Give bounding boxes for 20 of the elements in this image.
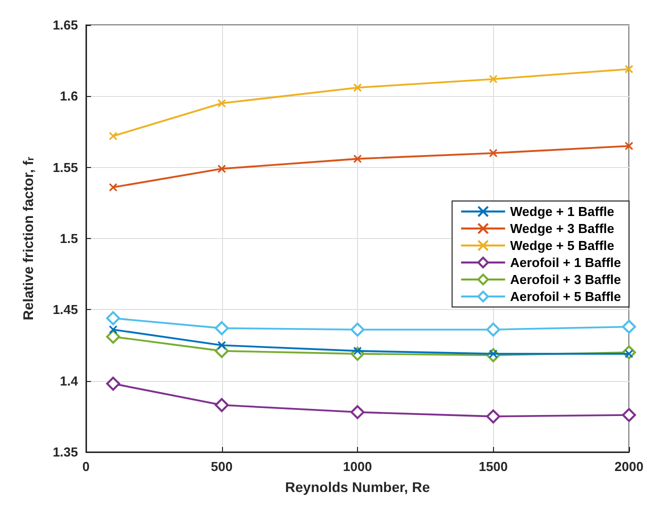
y-axis-title: Relative friction factor, fr bbox=[20, 156, 36, 320]
y-tick-label: 1.35 bbox=[52, 444, 78, 460]
legend-label: Aerofoil + 5 Baffle bbox=[510, 289, 622, 304]
legend-label: Wedge + 5 Baffle bbox=[510, 238, 614, 253]
x-tick-label: 0 bbox=[82, 459, 90, 474]
y-tick-label: 1.55 bbox=[52, 160, 78, 175]
legend-label: Wedge + 1 Baffle bbox=[510, 204, 614, 219]
legend-label: Aerofoil + 1 Baffle bbox=[510, 255, 622, 270]
legend-label: Aerofoil + 3 Baffle bbox=[510, 272, 622, 287]
x-tick-label: 1000 bbox=[343, 459, 372, 474]
x-tick-label: 2000 bbox=[614, 459, 644, 474]
legend-label: Wedge + 3 Baffle bbox=[510, 221, 614, 236]
x-tick-label: 500 bbox=[210, 459, 233, 474]
y-tick-label: 1.4 bbox=[60, 373, 79, 388]
x-tick-label: 1500 bbox=[478, 459, 508, 474]
y-tick-label: 1.6 bbox=[60, 88, 78, 104]
x-axis-title: Reynolds Number, Re bbox=[285, 479, 430, 495]
y-tick-label: 1.65 bbox=[52, 18, 78, 32]
y-tick-label: 1.5 bbox=[60, 231, 78, 246]
y-tick-label: 1.45 bbox=[52, 302, 78, 318]
